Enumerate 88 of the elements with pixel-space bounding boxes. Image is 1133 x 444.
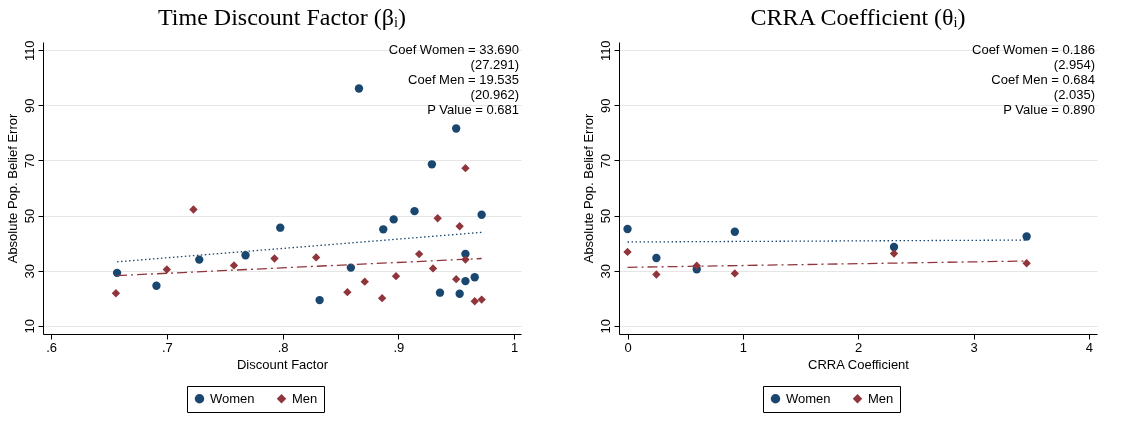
- annotation: Coef Women = 33.690: [388, 42, 519, 57]
- point: [270, 254, 279, 263]
- point: [427, 160, 437, 169]
- point: [1022, 259, 1031, 268]
- point: [276, 223, 285, 232]
- point: [455, 222, 464, 231]
- y-tick-label: 10: [597, 319, 613, 334]
- annotation: Coef Men = 0.684: [991, 72, 1095, 87]
- y-tick-label: 30: [21, 263, 37, 279]
- point: [652, 270, 661, 279]
- point: [377, 294, 387, 303]
- point: [652, 253, 661, 263]
- point: [241, 251, 250, 260]
- x-tick-label: 2: [855, 339, 863, 355]
- point: [433, 214, 442, 223]
- y-tick-label: 70: [597, 153, 613, 169]
- point: [379, 225, 388, 234]
- annotation: (2.035): [1053, 87, 1095, 102]
- x-tick-label: 0: [624, 339, 632, 355]
- point: [195, 255, 204, 264]
- y-tick-label: 90: [21, 98, 37, 114]
- y-tick-label: 50: [597, 208, 613, 224]
- point: [189, 205, 198, 214]
- point: [461, 163, 470, 173]
- point: [435, 288, 445, 297]
- y-tick-label: 50: [21, 208, 37, 224]
- x-tick-label: 4: [1085, 339, 1094, 355]
- point: [410, 206, 419, 216]
- point: [477, 210, 486, 219]
- point: [461, 255, 470, 264]
- x-tick-label: 1: [510, 339, 519, 355]
- point: [1022, 232, 1031, 241]
- y-tick-label: 70: [21, 153, 37, 169]
- point: [461, 276, 470, 286]
- point: [111, 289, 121, 298]
- y-tick-label: 110: [21, 40, 37, 62]
- point: [889, 249, 899, 258]
- y-tick-label: 30: [597, 263, 613, 279]
- point: [360, 277, 369, 286]
- point: [414, 249, 424, 259]
- x-tick-label: 1: [739, 339, 747, 355]
- point: [391, 271, 401, 281]
- legend-label: Women: [210, 390, 255, 406]
- x-axis-title: Discount Factor: [236, 356, 329, 372]
- annotation: (20.962): [470, 87, 519, 102]
- y-tick-label: 90: [597, 98, 613, 114]
- annotation: Coef Men = 19.535: [408, 72, 519, 87]
- annotation: Coef Women = 0.186: [972, 42, 1095, 57]
- point: [730, 269, 739, 278]
- x-tick-label: 3: [970, 339, 978, 355]
- y-axis-title: Absolute Pop. Belief Error: [580, 113, 596, 264]
- legend-label: Men: [868, 390, 894, 406]
- point: [477, 295, 486, 304]
- point: [623, 224, 632, 234]
- point: [315, 295, 324, 305]
- annotation: P Value = 0.890: [1003, 102, 1095, 117]
- annotation: (2.954): [1053, 57, 1095, 72]
- point: [162, 265, 172, 274]
- chart-title: Time Discount Factor (βᵢ): [158, 3, 406, 30]
- x-axis-title: CRRA Coefficient: [808, 356, 910, 372]
- point: [470, 273, 479, 282]
- point: [452, 275, 461, 284]
- point: [623, 247, 632, 257]
- point: [730, 227, 739, 236]
- y-axis-title: Absolute Pop. Belief Error: [4, 113, 20, 264]
- x-tick-label: .8: [277, 339, 289, 355]
- point: [389, 215, 398, 224]
- point: [452, 124, 461, 133]
- legend-label: Men: [292, 390, 318, 406]
- x-tick-label: .9: [393, 339, 405, 355]
- y-tick-label: 10: [21, 319, 37, 334]
- x-tick-label: .7: [161, 339, 173, 355]
- point: [428, 264, 438, 273]
- point: [346, 263, 356, 272]
- x-tick-label: .6: [46, 339, 58, 355]
- point: [455, 289, 464, 298]
- chart-title: CRRA Coefficient (θᵢ): [750, 3, 966, 30]
- point: [354, 84, 364, 93]
- point: [311, 253, 321, 262]
- annotation: P Value = 0.681: [427, 102, 519, 117]
- y-tick-label: 110: [597, 40, 613, 62]
- point: [229, 261, 239, 270]
- point: [343, 287, 352, 297]
- point: [152, 281, 161, 290]
- annotation: (27.291): [470, 57, 519, 72]
- legend-label: Women: [786, 390, 831, 406]
- point: [889, 242, 899, 252]
- point: [470, 297, 479, 306]
